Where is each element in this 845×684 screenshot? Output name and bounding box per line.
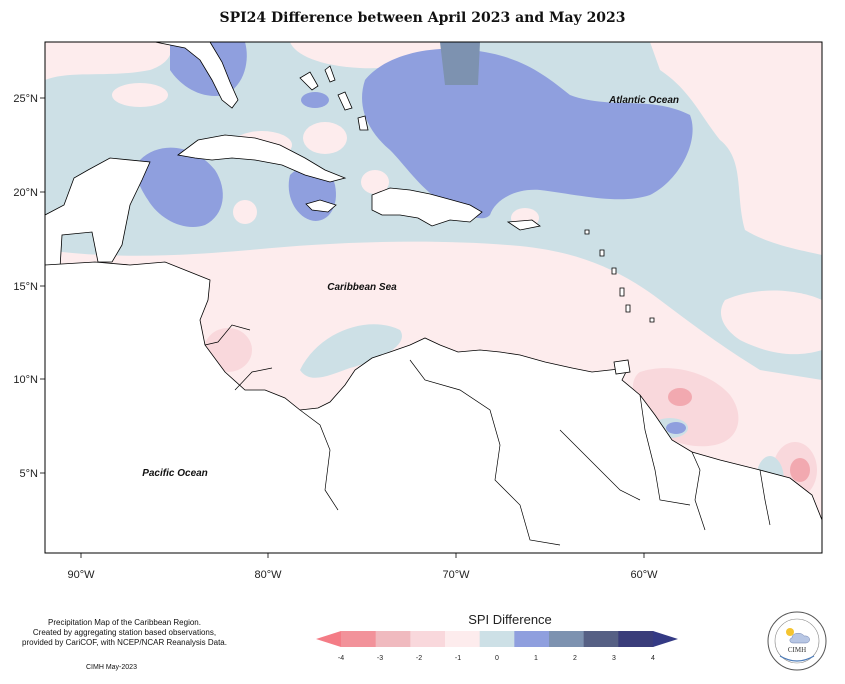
land-cuba [177,134,347,183]
field-neg-east2 [720,290,822,355]
footnote-line: provided by CariCOF, with NCEP/NCAR Rean… [22,638,227,647]
land-bahamas [299,71,319,91]
field-neg-nw [45,42,172,80]
legend-colorbar: -4 -3 -2 -1 0 1 2 3 4 [316,631,678,662]
legend-tick-label: 4 [651,655,655,662]
field-pos1-atlantic [362,48,693,219]
field-pos1-gulf [136,147,223,228]
borders [204,324,771,546]
land-antilles [611,267,617,275]
land-bahamas [324,65,336,83]
field-neg-cell [112,83,168,107]
legend-swatch [583,631,619,647]
legend-tick-label: 0 [495,655,499,662]
x-tick-label: 70°W [442,569,470,581]
land-antilles [619,287,625,297]
land-antilles [625,304,631,313]
border [759,469,771,526]
field-neg-cell [303,122,347,154]
legend-swatch [341,631,377,647]
land-jamaica [305,199,337,213]
footnote: Precipitation Map of the Caribbean Regio… [12,618,237,648]
land [45,42,822,553]
legend-swatch [445,631,481,647]
footnote-line: Created by aggregating station based obs… [32,628,217,637]
border [204,324,251,346]
logo-text: CIMH [788,646,806,654]
y-tick-label: 20°N [13,187,38,199]
label-caribbean-sea: Caribbean Sea [327,282,397,293]
field-pos1-cell [301,92,329,108]
legend-swatch [375,631,411,647]
x-tick-label: 90°W [67,569,95,581]
sun-icon [786,628,794,636]
land-antilles [649,317,655,323]
land-bahamas [357,115,369,131]
border [639,394,691,506]
legend-tick-label: 3 [612,655,616,662]
map-title: SPI24 Difference between April 2023 and … [219,10,626,26]
field-neg2-cell [790,458,810,482]
land-puerto-rico [506,219,541,231]
land-hispaniola [371,187,483,227]
legend-swatch [514,631,550,647]
label-pacific-ocean: Pacific Ocean [142,468,208,479]
footnote-line: Precipitation Map of the Caribbean Regio… [48,618,201,627]
legend-swatch [549,631,585,647]
legend-tick-label: -4 [338,655,344,662]
cloud-icon [789,633,810,644]
field-neg-cell [361,170,389,194]
cimh-logo: CIMH [767,611,827,671]
y-tick-label: 10°N [13,374,38,386]
y-tick-label: 25°N [13,93,38,105]
land-antilles [584,229,590,235]
land-trinidad [613,359,631,375]
credit-text: CIMH May-2023 [86,664,137,671]
legend-swatch [479,631,515,647]
legend-tick-label: 1 [534,655,538,662]
legend-arrow-low [316,631,341,647]
legend-swatch [410,631,446,647]
field-neg-east [650,42,822,255]
border [559,429,641,501]
land-bahamas [337,91,353,111]
field-neg2-cell [668,388,692,406]
wave-icon [779,655,815,662]
legend-tick-label: -3 [377,655,383,662]
legend-tick-label: 2 [573,655,577,662]
y-tick-label: 5°N [20,468,39,480]
land-florida [154,42,239,109]
border [409,359,561,546]
x-tick-label: 80°W [254,569,282,581]
legend-tick-label: -2 [416,655,422,662]
legend-title: SPI Difference [468,612,552,627]
field-neg-cell [233,200,257,224]
legend-swatch [618,631,654,647]
field-pos-cell [300,324,402,378]
legend-tick-label: -1 [455,655,461,662]
label-atlantic-ocean: Atlantic Ocean [608,95,679,106]
y-tick-label: 15°N [13,281,38,293]
border [299,409,339,511]
land-continent [45,261,822,553]
land-yucatan [45,157,151,269]
land-antilles [599,249,605,257]
x-tick-label: 60°W [630,569,658,581]
y-axis: 25°N 20°N 15°N 10°N 5°N [13,93,45,480]
x-axis: 90°W 80°W 70°W 60°W [67,553,658,581]
field-pos2-cell [440,42,480,85]
legend-arrow-high [653,631,678,647]
border [234,367,273,391]
map-frame [44,41,823,554]
field-pos1-cell [666,422,686,434]
border [691,451,706,531]
